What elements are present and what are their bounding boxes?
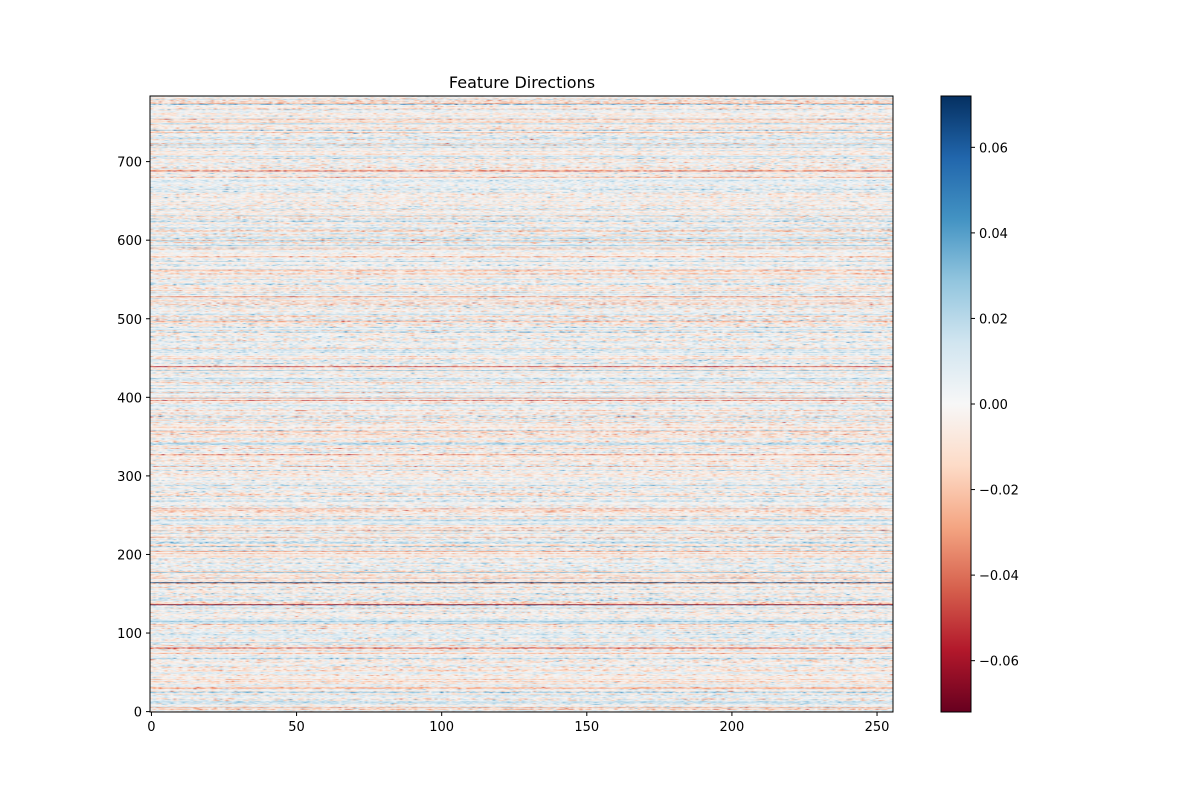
x-tick-label: 250 [865,720,890,735]
colorbar-tick-label: 0.02 [979,312,1008,327]
y-tick-label: 600 [117,234,142,249]
colorbar-tick-label: 0.00 [979,398,1008,413]
chart-title: Feature Directions [449,73,595,92]
x-tick-label: 100 [429,720,454,735]
y-tick-label: 0 [134,706,142,721]
heatmap-area [149,95,894,713]
colorbar-tick-label: −0.02 [979,484,1019,499]
x-tick-label: 50 [288,720,305,735]
y-tick-label: 500 [117,313,142,328]
x-tick-label: 0 [147,720,155,735]
x-tick-label: 150 [574,720,599,735]
y-tick-label: 200 [117,548,142,563]
y-tick-label: 300 [117,470,142,485]
x-tick-label: 200 [720,720,745,735]
colorbar-tick-label: −0.04 [979,569,1019,584]
heatmap-image [150,96,893,712]
x-axis-ticks: 0 50 100 150 200 250 [147,712,889,735]
colorbar-ticks: 0.06 0.04 0.02 0.00 −0.02 −0.04 −0.06 [971,141,1019,670]
plot-frame [149,95,894,713]
colorbar-tick-label: 0.06 [979,141,1008,156]
y-tick-label: 100 [117,627,142,642]
y-tick-label: 400 [117,391,142,406]
colorbar-gradient [941,96,971,712]
y-axis-ticks: 0 100 200 300 400 500 600 700 [117,156,150,721]
colorbar: 0.06 0.04 0.02 0.00 −0.02 −0.04 −0.06 [940,95,1019,713]
y-tick-label: 700 [117,156,142,171]
colorbar-tick-label: −0.06 [979,655,1019,670]
colorbar-tick-label: 0.04 [979,227,1008,242]
